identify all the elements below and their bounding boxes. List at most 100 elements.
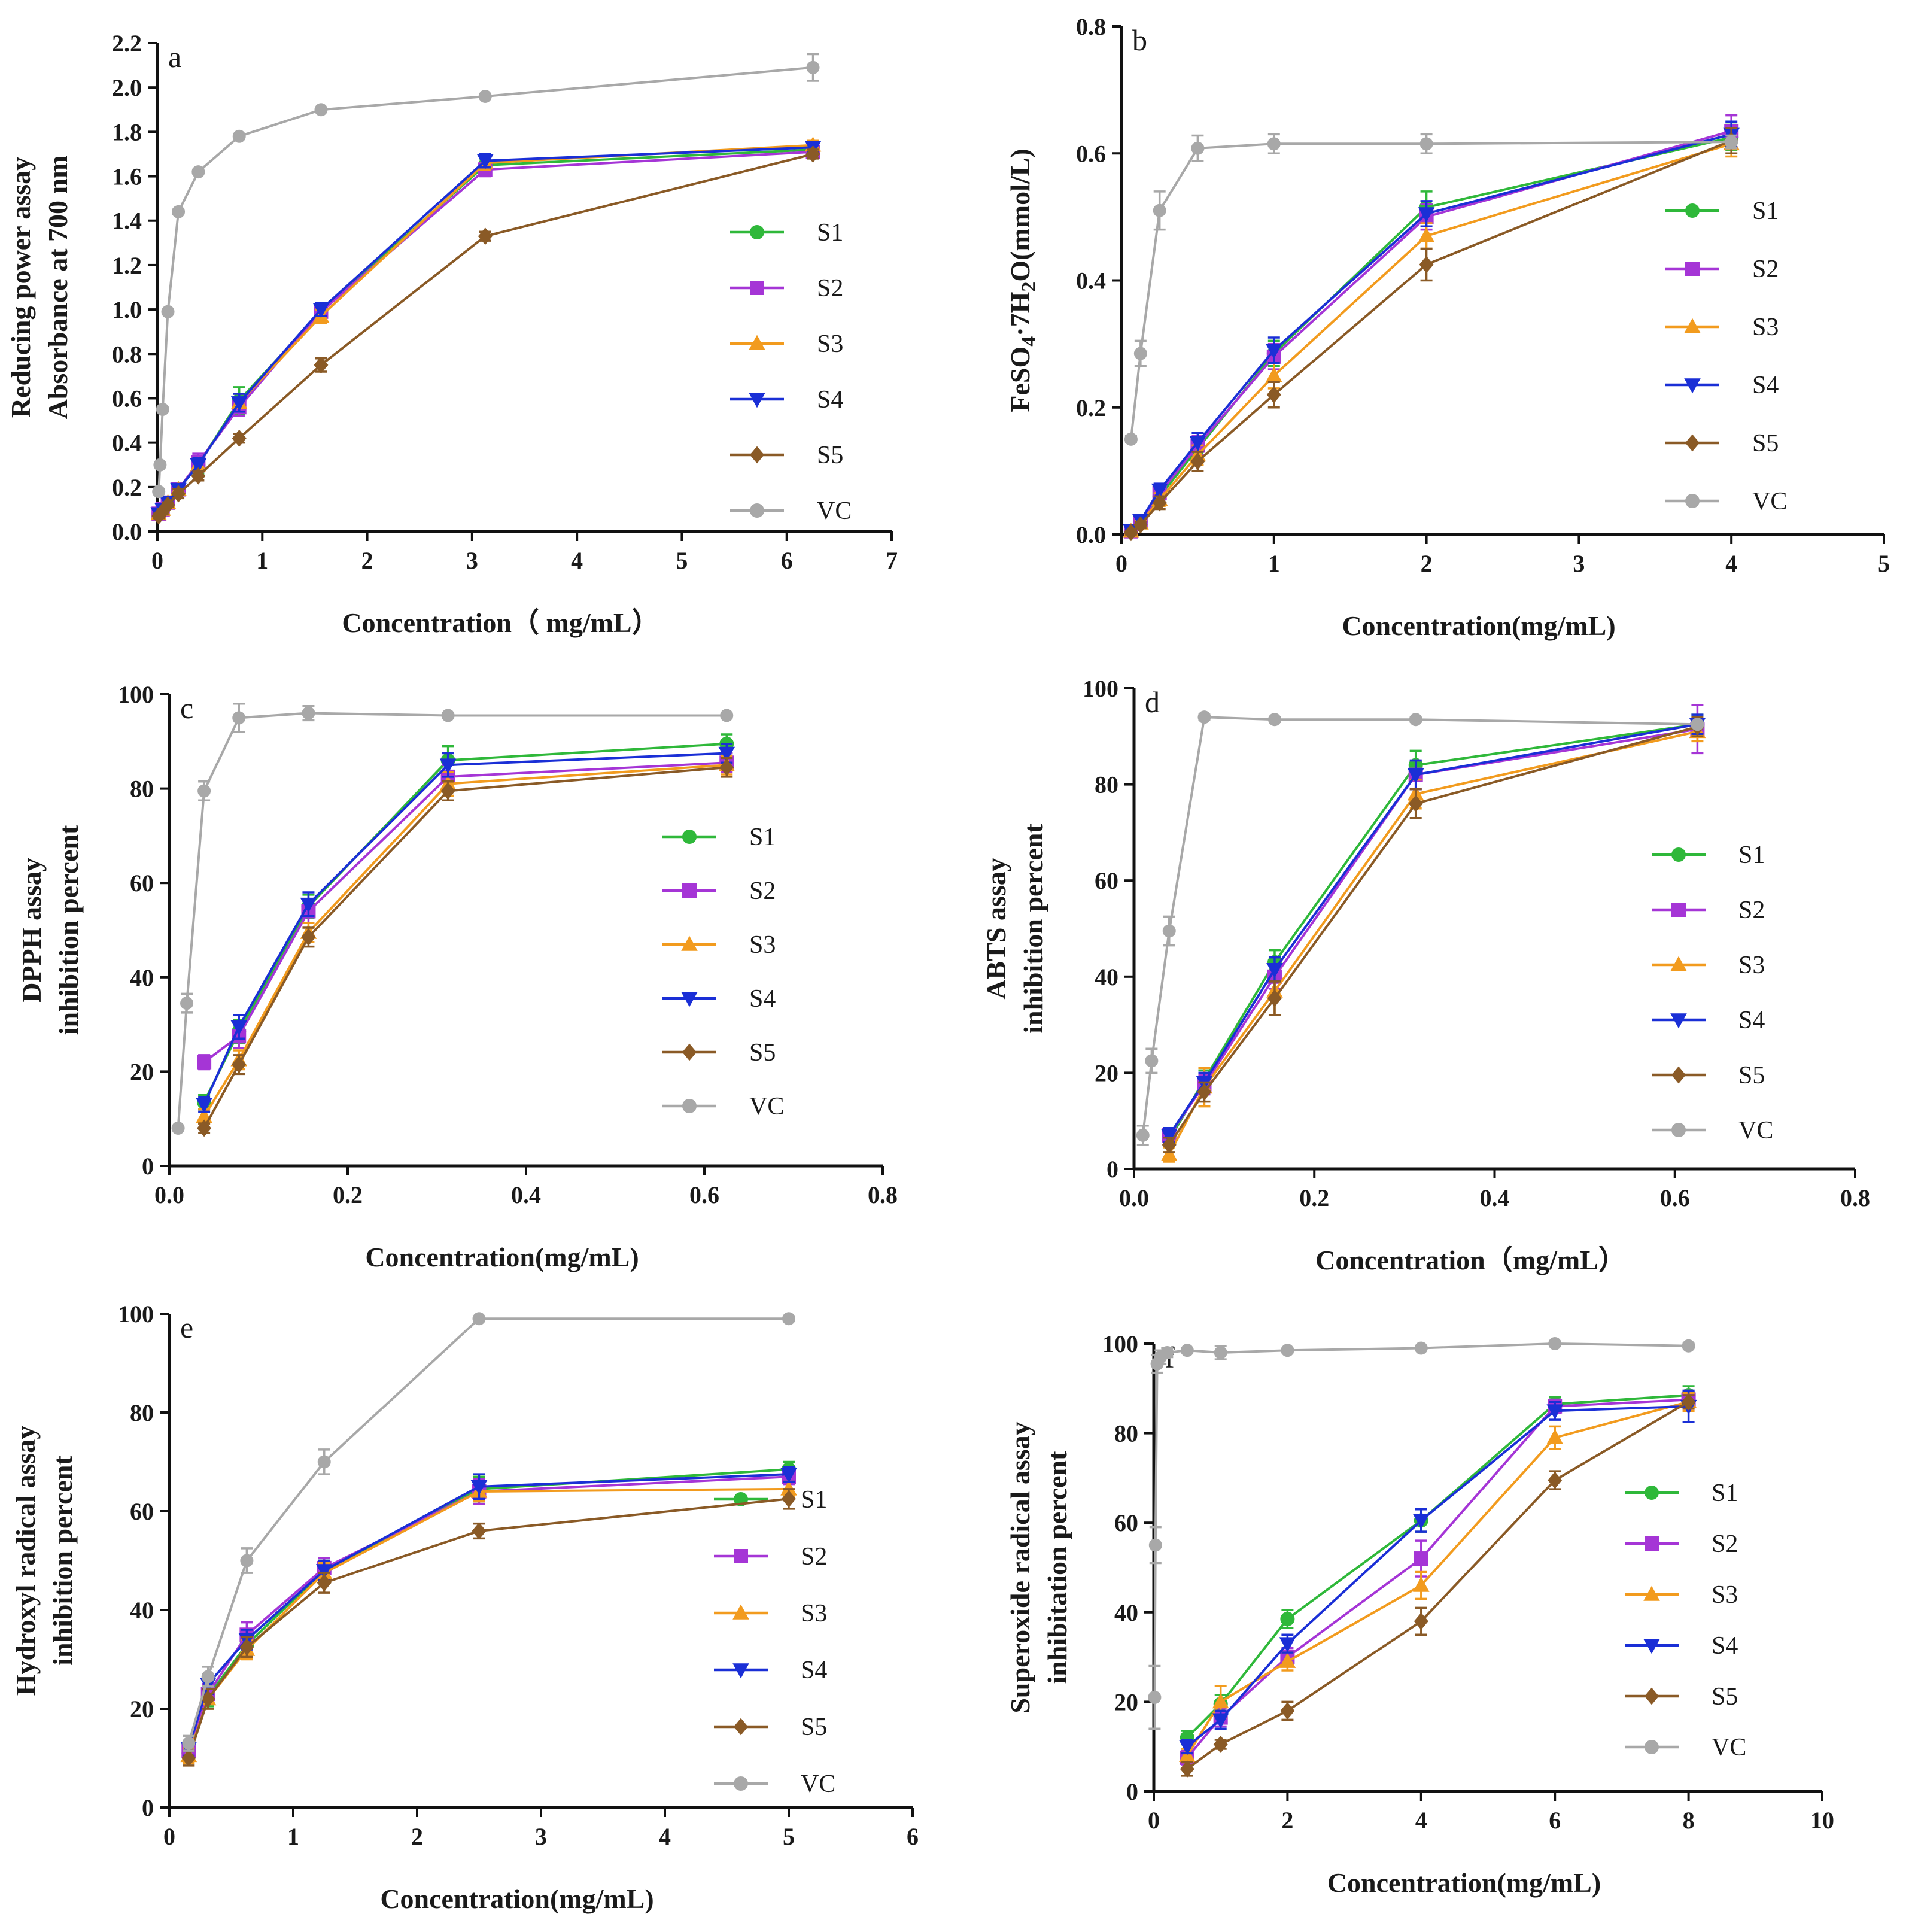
- legend-swatch-marker: [749, 335, 765, 350]
- y-axis-title: inhibitation percent: [1042, 1451, 1072, 1684]
- x-tick-label: 0.0: [1119, 1184, 1149, 1211]
- legend-label: S2: [801, 1543, 827, 1570]
- series-S2: [181, 1468, 796, 1760]
- data-point-VC: [1153, 203, 1166, 217]
- series-line-S1: [203, 742, 727, 1103]
- legend-swatch-marker: [1671, 1066, 1686, 1084]
- y-tick-label: 20: [1114, 1688, 1138, 1715]
- data-point-S4: [1151, 483, 1168, 499]
- data-point-S5: [239, 1638, 254, 1656]
- legend-label: S3: [1712, 1581, 1738, 1609]
- legend-label: S1: [1738, 842, 1765, 869]
- legend-entry-S2: S2: [662, 877, 776, 905]
- data-point-VC: [478, 90, 492, 104]
- legend-label: S3: [749, 931, 776, 959]
- data-point-VC: [171, 1121, 185, 1135]
- y-tick-label: 2.2: [112, 30, 142, 57]
- series-line-S4: [187, 1473, 789, 1749]
- data-point-S4: [1179, 1740, 1196, 1755]
- series-line-S5: [1186, 1401, 1689, 1770]
- y-axis-title: Hydroxyl radical assay: [10, 1426, 41, 1696]
- data-point-VC: [232, 129, 246, 143]
- data-point-S4: [312, 303, 330, 318]
- panel-label: a: [168, 40, 181, 74]
- legend-entry-VC: VC: [1625, 1734, 1746, 1761]
- legend-label: S5: [801, 1714, 827, 1741]
- data-point-VC: [180, 997, 194, 1010]
- x-axis-title: Concentration(mg/mL): [1327, 1867, 1601, 1898]
- data-point-S5: [191, 467, 206, 485]
- x-tick-label: 0.2: [1299, 1184, 1329, 1211]
- series-line-VC: [187, 1317, 789, 1744]
- data-point-S5: [782, 1490, 796, 1508]
- data-point-S5: [1152, 494, 1167, 512]
- data-point-VC: [1160, 1345, 1174, 1359]
- legend-swatch-marker: [1671, 1123, 1686, 1137]
- legend-swatch-marker: [750, 281, 764, 295]
- y-tick-label: 100: [118, 1301, 154, 1328]
- y-tick-label: 100: [1083, 675, 1118, 702]
- x-tick-label: 6: [907, 1823, 919, 1850]
- y-tick-label: 0: [1107, 1156, 1118, 1183]
- data-point-S3: [780, 1480, 797, 1496]
- chart-panel-b: 0 1 2 3 4 5 0.0 0.2 0.4 0.6 0.8 b Concentration(mg/m…: [1005, 13, 1890, 641]
- data-point-VC: [182, 1736, 196, 1750]
- x-tick-label: 7: [886, 547, 898, 574]
- legend-label: S4: [1738, 1007, 1765, 1034]
- series-line-S3: [203, 764, 727, 1117]
- series-S5: [1162, 716, 1705, 1154]
- series-VC: [152, 53, 820, 499]
- legend-swatch-marker: [1671, 847, 1686, 862]
- x-tick-label: 0.8: [1840, 1184, 1870, 1211]
- x-tick-label: 4: [1415, 1807, 1427, 1834]
- legend-entry-S3: S3: [662, 931, 776, 959]
- legend-label: S2: [1752, 256, 1779, 283]
- legend-label: S5: [1752, 430, 1779, 457]
- data-point-VC: [1419, 137, 1433, 151]
- legend-swatch-marker: [681, 935, 698, 951]
- legend-swatch-marker: [682, 830, 697, 844]
- data-point-S4: [1418, 207, 1435, 223]
- legend-entry-S3: S3: [1652, 952, 1765, 979]
- data-point-S4: [470, 1480, 488, 1496]
- legend-entry-VC: VC: [714, 1770, 835, 1798]
- x-tick-label: 3: [1573, 550, 1585, 577]
- y-tick-label: 0.8: [1076, 13, 1106, 40]
- data-point-VC: [1409, 713, 1422, 727]
- data-point-VC: [441, 709, 455, 722]
- data-point-VC: [1124, 432, 1138, 446]
- y-tick-label: 0: [1126, 1778, 1138, 1805]
- series-S5: [151, 145, 820, 525]
- y-tick-label: 100: [118, 681, 154, 708]
- data-point-VC: [1133, 347, 1147, 360]
- legend-swatch-marker: [750, 446, 764, 464]
- data-point-VC: [1691, 718, 1704, 731]
- data-point-S4: [476, 154, 494, 169]
- data-point-S4: [1413, 1514, 1430, 1529]
- legend-swatch-marker: [1671, 903, 1686, 917]
- series-line-S3: [1168, 730, 1698, 1155]
- data-point-VC: [161, 305, 175, 318]
- legend-swatch-marker: [1670, 956, 1687, 971]
- legend-label: S3: [801, 1600, 827, 1627]
- series-S4: [196, 742, 735, 1113]
- series-line-S2: [157, 150, 813, 515]
- legend-swatch-marker: [734, 1549, 748, 1563]
- legend-swatch-marker: [1643, 1639, 1660, 1654]
- legend-label: VC: [817, 497, 852, 525]
- legend-label: VC: [1752, 488, 1787, 515]
- legend-entry-S1: S1: [730, 219, 843, 247]
- y-tick-label: 0.6: [1076, 140, 1106, 167]
- legend-label: S5: [749, 1039, 776, 1067]
- data-point-S5: [1408, 795, 1423, 813]
- data-point-S4: [439, 758, 457, 774]
- data-point-S5: [1197, 1083, 1212, 1101]
- series-line-S1: [1168, 723, 1698, 1141]
- series-VC: [1124, 133, 1738, 446]
- data-point-S5: [1133, 516, 1148, 534]
- legend-entry-S4: S4: [1625, 1632, 1738, 1660]
- series-S3: [1160, 721, 1706, 1163]
- data-point-VC: [806, 60, 820, 74]
- x-tick-label: 0: [1148, 1807, 1160, 1834]
- y-tick-label: 1.2: [112, 252, 142, 279]
